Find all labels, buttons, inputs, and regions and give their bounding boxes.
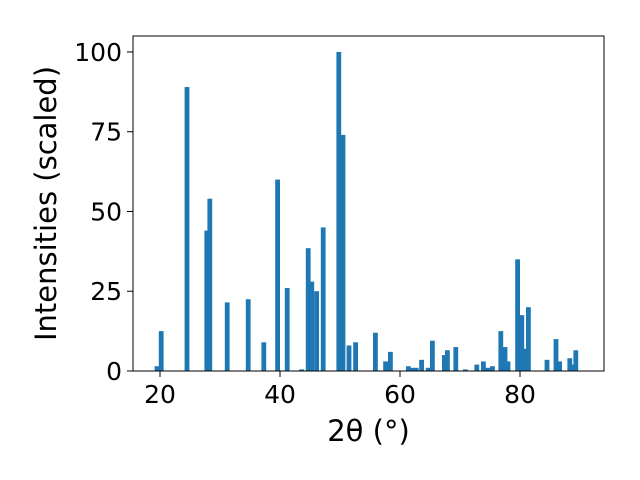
x-axis-ticks: 20 40 60 80 <box>144 371 536 409</box>
bar <box>413 367 419 371</box>
bar <box>353 342 358 371</box>
bar <box>314 291 319 371</box>
bar <box>519 315 525 371</box>
bar <box>419 359 424 371</box>
bar <box>505 361 511 371</box>
bar <box>553 339 559 371</box>
bar <box>154 366 160 371</box>
y-tick-label: 100 <box>74 38 122 67</box>
bar <box>309 281 315 371</box>
bar <box>573 350 579 371</box>
bars-group <box>154 51 579 372</box>
bar <box>490 366 495 371</box>
bar <box>373 332 378 371</box>
bar <box>245 299 251 371</box>
y-tick-label: 50 <box>90 197 122 226</box>
bar <box>184 87 190 372</box>
bar <box>425 367 431 371</box>
bar <box>523 348 528 371</box>
bar <box>224 302 230 371</box>
bar <box>383 361 388 371</box>
bar <box>305 248 311 371</box>
bar <box>463 369 468 371</box>
bar <box>261 342 267 371</box>
y-axis-label: Intensities (scaled) <box>29 66 63 341</box>
bar <box>430 340 435 371</box>
bar <box>498 331 504 371</box>
y-tick-label: 75 <box>90 118 122 147</box>
bar <box>299 369 304 371</box>
y-axis-ticks: 0 25 50 75 100 <box>74 38 133 386</box>
bar <box>485 367 490 371</box>
bar <box>207 198 213 371</box>
bar <box>336 51 342 371</box>
x-tick-label: 40 <box>264 380 296 409</box>
y-tick-label: 0 <box>106 357 122 386</box>
bar <box>388 351 393 371</box>
bar <box>502 347 508 371</box>
bar <box>204 230 210 371</box>
bar <box>275 179 280 371</box>
bar <box>526 307 531 371</box>
x-tick-label: 20 <box>144 380 176 409</box>
x-axis-label: 2θ (°) <box>327 414 410 448</box>
bar <box>320 227 326 371</box>
bar <box>406 366 411 371</box>
bar <box>557 361 562 371</box>
bar <box>567 358 573 371</box>
bar <box>284 288 290 371</box>
bar <box>442 355 447 371</box>
x-tick-label: 80 <box>504 380 536 409</box>
bar <box>445 350 450 371</box>
bar <box>544 359 550 371</box>
bar <box>158 331 164 371</box>
bar <box>474 364 480 371</box>
bar <box>346 345 352 371</box>
bar <box>481 361 486 371</box>
bar <box>409 367 415 371</box>
bar <box>515 259 520 371</box>
bar <box>453 347 459 371</box>
bar <box>340 134 346 371</box>
plot-frame <box>132 35 605 372</box>
y-tick-label: 25 <box>90 277 122 306</box>
x-tick-label: 60 <box>384 380 416 409</box>
